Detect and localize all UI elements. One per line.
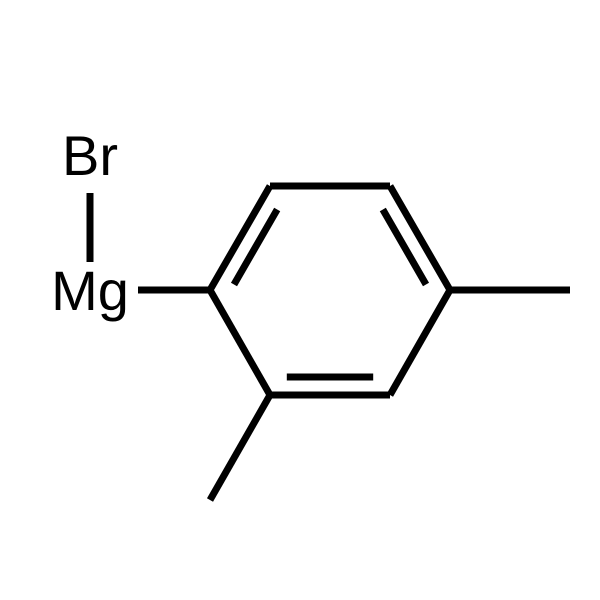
- br-label: Br: [62, 124, 118, 187]
- molecule-diagram: Mg Br: [0, 0, 600, 600]
- mg-label: Mg: [51, 259, 129, 322]
